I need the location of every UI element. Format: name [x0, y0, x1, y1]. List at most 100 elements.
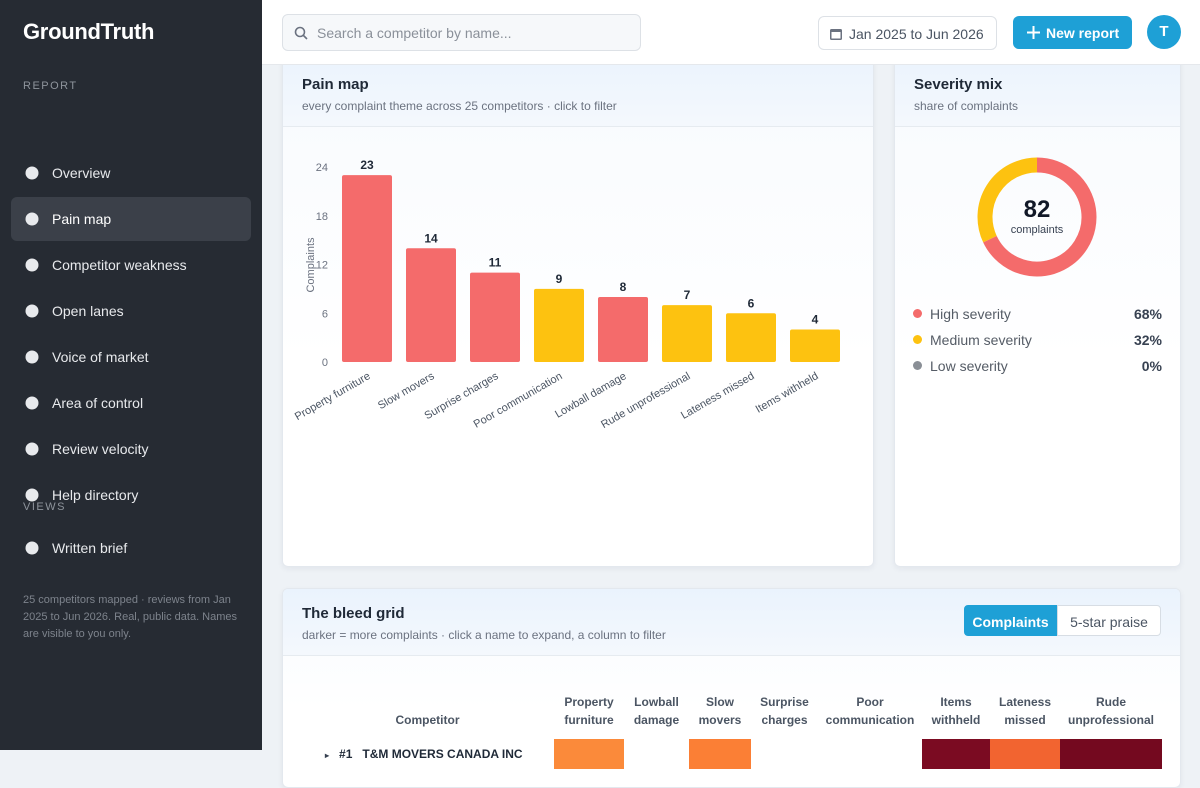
competitor-cell[interactable]: ▸ #1 T&M MOVERS CANADA INC	[301, 739, 554, 769]
toggle-button[interactable]: 5-star praise	[1057, 605, 1161, 636]
search-placeholder: Search a competitor by name...	[317, 25, 512, 41]
bar[interactable]	[406, 248, 456, 362]
legend-dot	[913, 309, 922, 318]
nav-icon	[25, 212, 39, 226]
search-icon	[294, 26, 308, 40]
donut-total: 82	[1024, 196, 1051, 223]
value-label: 6	[748, 296, 755, 310]
column-header[interactable]: Competitor	[395, 713, 460, 727]
donut-segment[interactable]	[983, 157, 1097, 277]
legend-item[interactable]: Low severity 0%	[912, 356, 1162, 376]
heat-cell[interactable]	[689, 739, 751, 769]
new-report-label: New report	[1046, 25, 1120, 41]
card-subtitle: every complaint theme across 25 competit…	[302, 99, 617, 113]
x-tick-label: Property furniture	[293, 370, 373, 423]
new-report-button[interactable]: New report	[1013, 16, 1132, 49]
nav-item[interactable]: Pain map	[11, 197, 251, 241]
toggle-button[interactable]: Complaints	[964, 605, 1057, 636]
column-header[interactable]: Property furniture	[564, 695, 614, 727]
nav-label: Overview	[52, 165, 111, 181]
nav-label: Area of control	[52, 395, 144, 411]
card-title: Severity mix	[914, 76, 1003, 93]
bar[interactable]	[790, 329, 840, 363]
legend-item[interactable]: Medium severity 32%	[912, 330, 1162, 350]
nav-item[interactable]: Competitor weakness	[11, 243, 251, 287]
date-range[interactable]: Jan 2025 to Jun 2026	[818, 16, 997, 50]
heat-cell[interactable]	[990, 739, 1060, 769]
nav-label: Open lanes	[52, 303, 124, 319]
bar[interactable]	[598, 297, 648, 362]
legend-label: Low severity	[930, 358, 1008, 374]
column-header[interactable]: Surprise charges	[760, 695, 809, 727]
nav-label: Pain map	[52, 211, 112, 227]
y-tick-label: 18	[316, 211, 328, 223]
icon-shape	[25, 442, 39, 456]
bar[interactable]	[342, 175, 392, 362]
x-tick-label: Slow movers	[376, 370, 437, 412]
legend-value: 0%	[1141, 358, 1162, 374]
nav-icon	[25, 442, 39, 456]
bar[interactable]	[534, 288, 584, 362]
severity-card: Severity mix share of complaints	[894, 48, 1181, 567]
heat-cell[interactable]	[751, 739, 818, 769]
donut-segment[interactable]	[977, 157, 1038, 243]
y-tick-label: 0	[322, 357, 328, 369]
nav-item[interactable]: Written brief	[11, 526, 251, 570]
column-header[interactable]: Lateness missed	[998, 695, 1052, 727]
legend-dot	[913, 361, 922, 370]
bar[interactable]	[726, 313, 776, 362]
sidebar: GroundTruth 25 competitors mapped · revi…	[0, 0, 262, 750]
avatar[interactable]: T	[1147, 15, 1181, 49]
legend-value: 32%	[1133, 332, 1162, 348]
search-input[interactable]: Search a competitor by name...	[282, 14, 641, 51]
column-header[interactable]: Poor communication	[825, 695, 915, 727]
card-subtitle: darker = more complaints · click a name …	[302, 628, 666, 642]
nav-item[interactable]: Overview	[11, 151, 251, 195]
nav-icon	[25, 258, 39, 272]
legend-label: Medium severity	[930, 332, 1032, 348]
icon-shape	[25, 166, 39, 180]
heat-cell[interactable]	[624, 739, 689, 769]
column-header[interactable]: Rude unprofessional	[1067, 695, 1154, 727]
nav-item[interactable]: Open lanes	[11, 289, 251, 333]
value-label: 14	[424, 231, 438, 245]
y-tick-label: 24	[316, 162, 328, 174]
bar-chart: 0 6 12 18 24 Complaints 23 Property furniture 14…	[293, 158, 840, 431]
header-row: Competitor Property furniture Lowball dama…	[301, 667, 1162, 739]
y-axis-title: Complaints	[305, 237, 317, 293]
plus-icon	[1027, 26, 1040, 39]
x-tick-label: Items withheld	[754, 370, 821, 416]
nav-item[interactable]: Review velocity	[11, 427, 251, 471]
section-label: REPORT	[23, 80, 78, 92]
icon-shape	[25, 304, 39, 318]
nav-icon	[25, 304, 39, 318]
legend-item[interactable]: High severity 68%	[912, 304, 1162, 324]
value-label: 23	[360, 158, 374, 172]
nav-label: Review velocity	[52, 441, 149, 457]
nav-icon	[25, 350, 39, 364]
heat-cell[interactable]	[1060, 739, 1162, 769]
column-header[interactable]: Slow movers	[698, 695, 742, 727]
nav-label: Written brief	[52, 540, 128, 556]
column-header[interactable]: Items withheld	[931, 695, 981, 727]
value-label: 11	[489, 256, 502, 270]
icon-shape	[25, 541, 39, 555]
y-tick-label: 6	[322, 308, 328, 320]
legend-label: High severity	[930, 306, 1011, 322]
donut-chart: 82 complaints	[977, 157, 1097, 277]
legend-dot	[913, 335, 922, 344]
heat-cell[interactable]	[922, 739, 990, 769]
nav-item[interactable]: Help directory	[11, 473, 251, 517]
card-title: The bleed grid	[302, 605, 405, 622]
pain-map-card: Pain map every complaint theme across 25…	[282, 48, 874, 567]
section-label: VIEWS	[23, 501, 66, 513]
nav-label: Voice of market	[52, 349, 149, 365]
nav-item[interactable]: Area of control	[11, 381, 251, 425]
column-header[interactable]: Lowball damage	[633, 695, 680, 727]
nav-item[interactable]: Voice of market	[11, 335, 251, 379]
bar[interactable]	[662, 305, 712, 362]
heat-cell[interactable]	[818, 739, 922, 769]
heat-cell[interactable]	[554, 739, 624, 769]
bar[interactable]	[470, 272, 520, 362]
